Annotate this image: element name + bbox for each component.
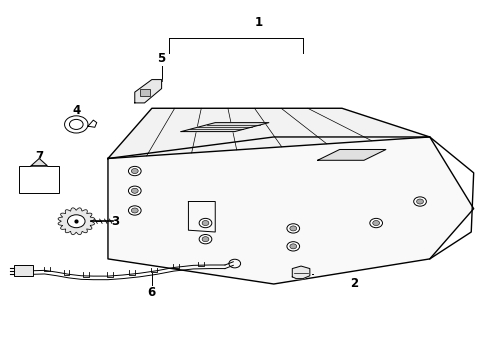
Circle shape — [202, 237, 208, 242]
Circle shape — [369, 219, 382, 228]
Circle shape — [202, 221, 208, 226]
Circle shape — [131, 168, 138, 174]
Polygon shape — [181, 123, 268, 132]
Text: 7: 7 — [35, 150, 43, 163]
Text: 2: 2 — [349, 278, 358, 291]
Text: 4: 4 — [72, 104, 80, 117]
Circle shape — [289, 226, 296, 231]
Polygon shape — [188, 202, 215, 232]
Circle shape — [289, 244, 296, 249]
Circle shape — [372, 221, 379, 226]
Circle shape — [286, 224, 299, 233]
Text: 1: 1 — [255, 16, 263, 29]
Bar — [140, 89, 150, 96]
Circle shape — [67, 215, 85, 228]
Circle shape — [131, 188, 138, 193]
Circle shape — [128, 206, 141, 215]
Circle shape — [199, 219, 211, 228]
Polygon shape — [292, 266, 309, 279]
Circle shape — [199, 234, 211, 244]
Ellipse shape — [64, 116, 88, 133]
Polygon shape — [31, 158, 47, 166]
Circle shape — [416, 199, 423, 204]
Polygon shape — [58, 208, 94, 235]
Bar — [14, 265, 33, 276]
Circle shape — [286, 242, 299, 251]
Polygon shape — [317, 149, 385, 160]
Text: 5: 5 — [157, 52, 165, 65]
Polygon shape — [108, 108, 429, 158]
Circle shape — [128, 186, 141, 195]
Circle shape — [413, 197, 426, 206]
Bar — [19, 166, 59, 193]
Text: 6: 6 — [147, 287, 156, 300]
Polygon shape — [108, 137, 473, 284]
Text: 3: 3 — [111, 215, 119, 228]
Circle shape — [128, 166, 141, 176]
Circle shape — [131, 208, 138, 213]
Polygon shape — [135, 80, 161, 103]
